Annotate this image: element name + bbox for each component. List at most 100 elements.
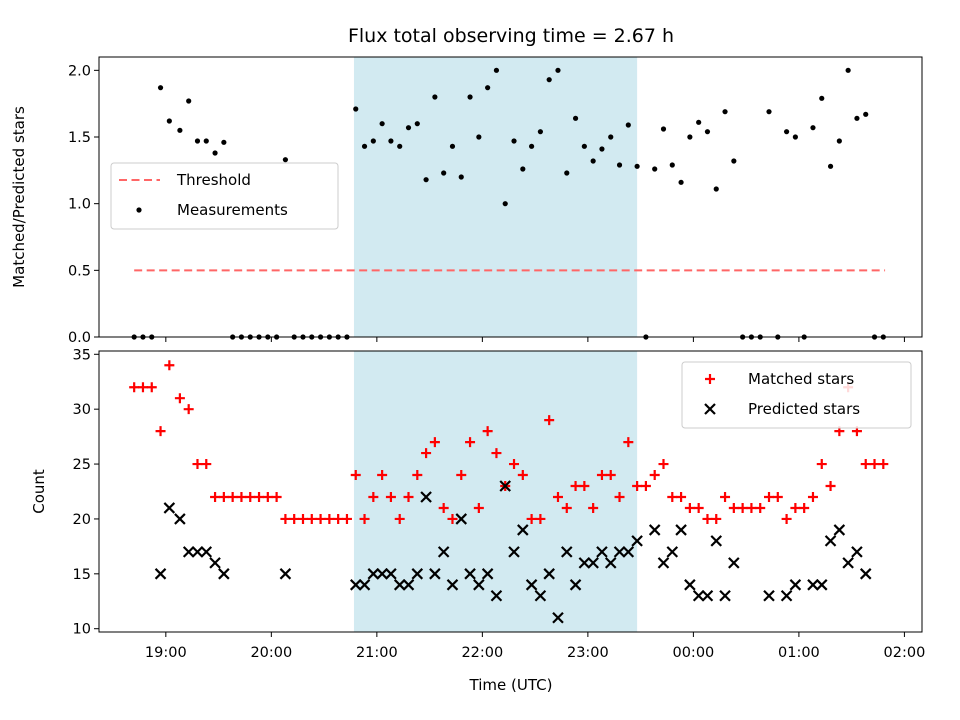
data-point [218,568,230,580]
data-point [200,546,213,558]
data-point [845,67,851,73]
data-point [280,513,291,524]
data-point [212,150,218,156]
data-point [676,491,687,502]
data-point [854,115,860,121]
data-point [763,589,775,602]
data-point [465,437,476,448]
data-point [596,546,608,558]
plot-frame [98,350,923,633]
data-point [766,109,772,115]
data-point [722,109,728,115]
data-point [174,393,185,404]
data-point [590,158,596,164]
data-point [842,557,854,569]
legend-label: Measurements [177,201,288,219]
chart-title: Flux total observing time = 2.67 h [348,25,674,47]
y-tick-label: 2.0 [68,63,91,79]
data-point [543,568,555,580]
y-tick-label: 30 [73,402,91,418]
data-point [561,502,572,513]
data-point [385,568,397,580]
data-point [129,382,140,393]
data-point [560,546,573,558]
data-point [341,513,352,524]
data-point [177,127,183,133]
data-point [349,579,362,591]
data-point [859,568,872,580]
data-point [652,166,658,172]
data-point [728,557,740,569]
data-point [869,459,880,470]
data-point [491,448,502,459]
data-point [502,201,508,207]
data-point [667,491,678,502]
data-point [564,170,570,176]
data-point [863,111,869,117]
data-point [746,502,757,513]
data-point [186,98,192,104]
data-point [163,502,176,514]
data-point [402,579,415,591]
data-point [210,491,221,502]
data-point [535,513,546,524]
y-tick-label: 15 [73,567,91,583]
y-axis-label: Count [30,469,48,514]
data-point [221,139,227,145]
data-point [711,513,722,524]
data-point [713,186,719,192]
data-point [578,557,591,569]
y-axis-label: Matched/Predicted stars [10,106,28,288]
data-point [441,170,447,176]
data-point [675,524,687,536]
data-point [271,491,282,502]
data-point [815,579,828,591]
data-point [359,513,370,524]
data-point [182,546,195,558]
data-point [517,470,528,481]
observing-span [353,57,638,337]
data-point [587,557,599,569]
data-point [572,115,579,121]
data-point [245,491,256,502]
data-point [254,491,265,502]
data-point [608,134,614,140]
data-point [201,459,212,470]
data-point [799,502,810,513]
data-point [227,491,238,502]
data-point [333,513,344,524]
data-point [666,546,679,558]
data-point [792,134,798,140]
data-point [385,491,396,502]
x-tick-label: 20:00 [250,645,292,661]
data-point [191,546,204,558]
data-point [678,179,684,185]
data-point [192,459,203,470]
data-point [783,129,790,135]
y-tick-label: 1.0 [68,197,91,213]
data-point [174,513,186,525]
data-point [350,470,361,481]
data-point [405,125,412,131]
y-tick-label: 10 [73,622,91,638]
data-point [379,121,385,127]
data-point [731,158,737,164]
data-point [780,589,793,602]
data-point [289,513,300,524]
data-point [625,122,631,128]
data-point [306,513,317,524]
data-point [827,163,834,169]
x-axis-label: Time (UTC) [469,676,553,694]
data-point [696,119,702,125]
data-point [581,143,587,149]
data-point [772,491,783,502]
data-point [393,579,406,591]
data-point [421,448,432,459]
data-point [634,163,640,169]
data-point [569,579,582,591]
data-point [544,415,555,426]
x-tick-label: 23:00 [567,645,609,661]
data-point [836,138,842,144]
data-point [657,557,670,569]
data-point [669,162,675,168]
